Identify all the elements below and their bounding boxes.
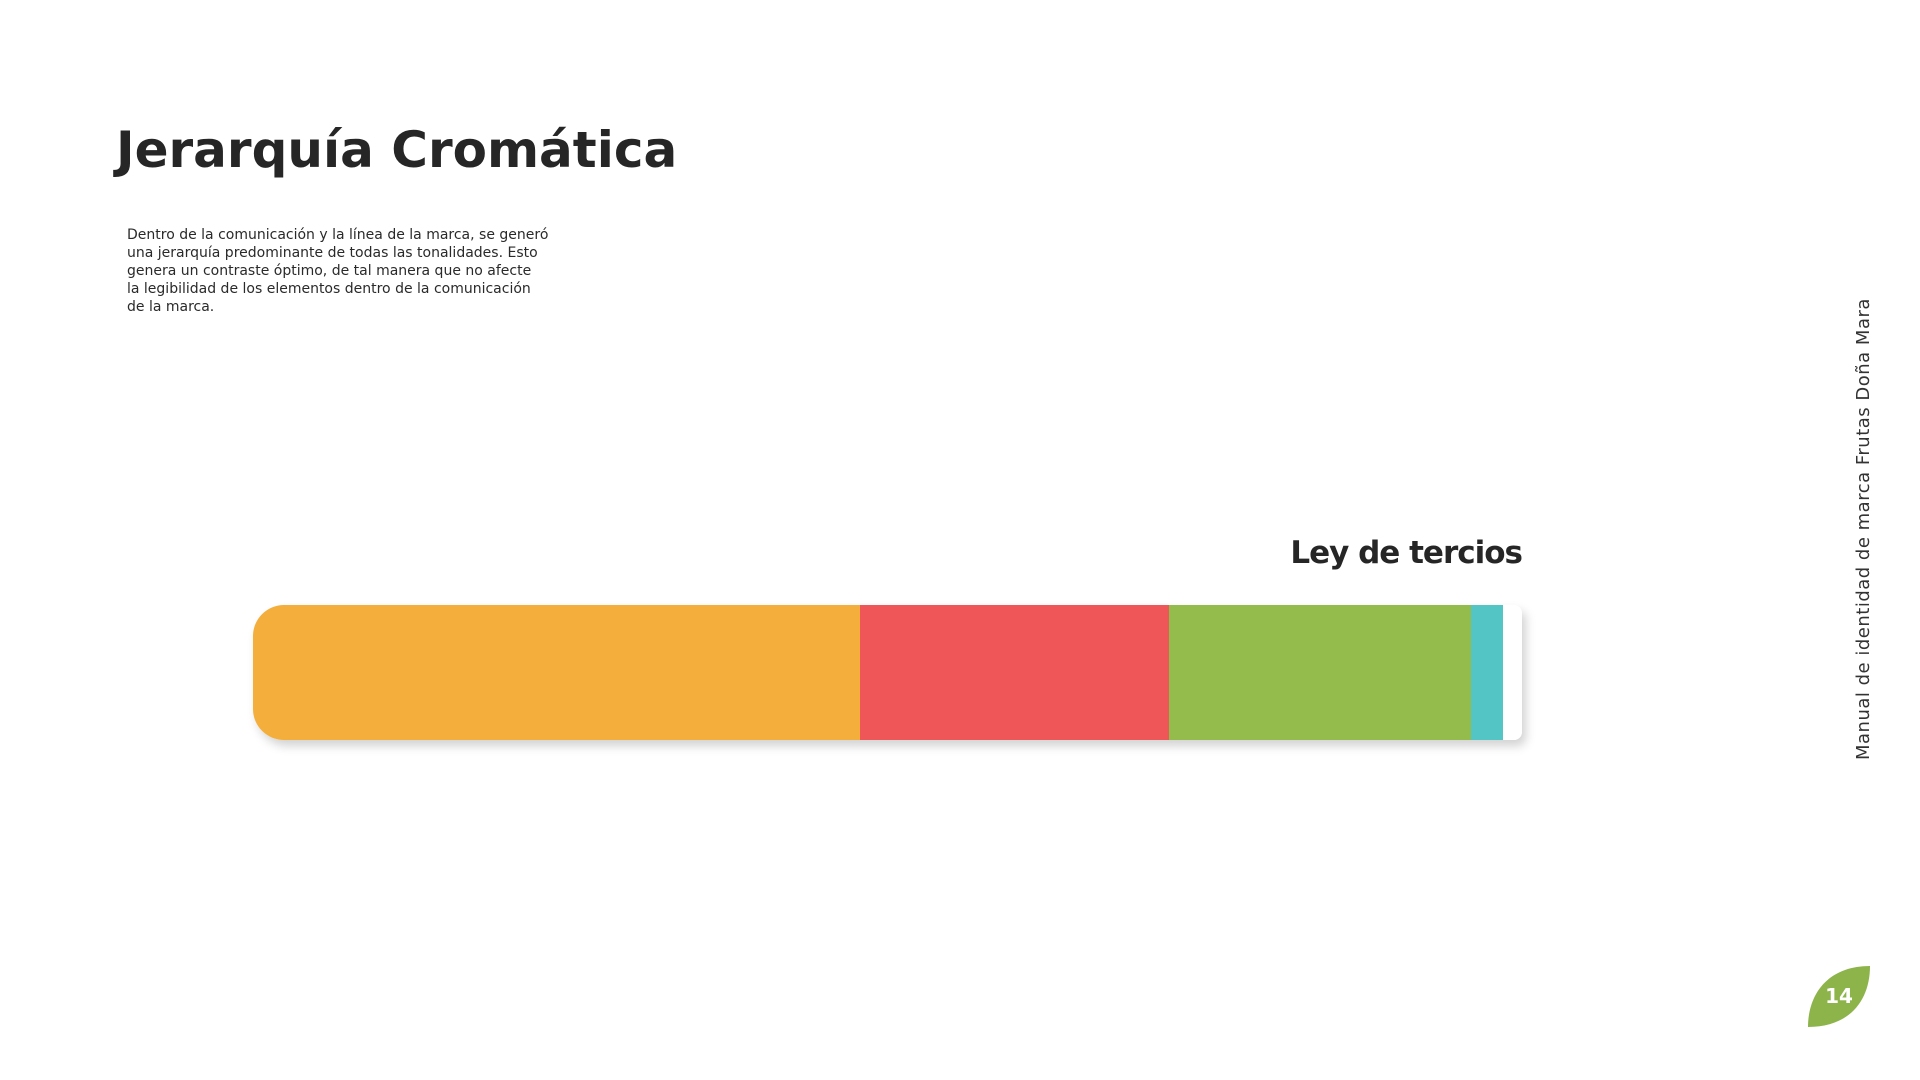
page-title: Jerarquía Cromática bbox=[116, 121, 678, 179]
color-segment-3 bbox=[1169, 605, 1472, 740]
color-segment-4 bbox=[1471, 605, 1503, 740]
description-paragraph: Dentro de la comunicación y la línea de … bbox=[127, 226, 607, 316]
paragraph-line: Dentro de la comunicación y la línea de … bbox=[127, 227, 549, 243]
paragraph-line: genera un contraste óptimo, de tal maner… bbox=[127, 263, 532, 279]
paragraph-line: una jerarquía predominante de todas las … bbox=[127, 245, 538, 261]
side-manual-title: Manual de identidad de marca Frutas Doña… bbox=[1853, 298, 1874, 760]
color-segment-5 bbox=[1502, 605, 1522, 740]
paragraph-line: la legibilidad de los elementos dentro d… bbox=[127, 281, 531, 297]
color-segment-2 bbox=[859, 605, 1170, 740]
color-segment-1 bbox=[253, 605, 860, 740]
leaf-icon bbox=[1808, 966, 1870, 1027]
paragraph-line: de la marca. bbox=[127, 299, 215, 315]
page-number: 14 bbox=[1825, 984, 1853, 1008]
page-number-badge: 14 bbox=[1806, 964, 1872, 1028]
section-subtitle: Ley de tercios bbox=[1290, 535, 1523, 571]
color-hierarchy-bar bbox=[253, 605, 1522, 740]
